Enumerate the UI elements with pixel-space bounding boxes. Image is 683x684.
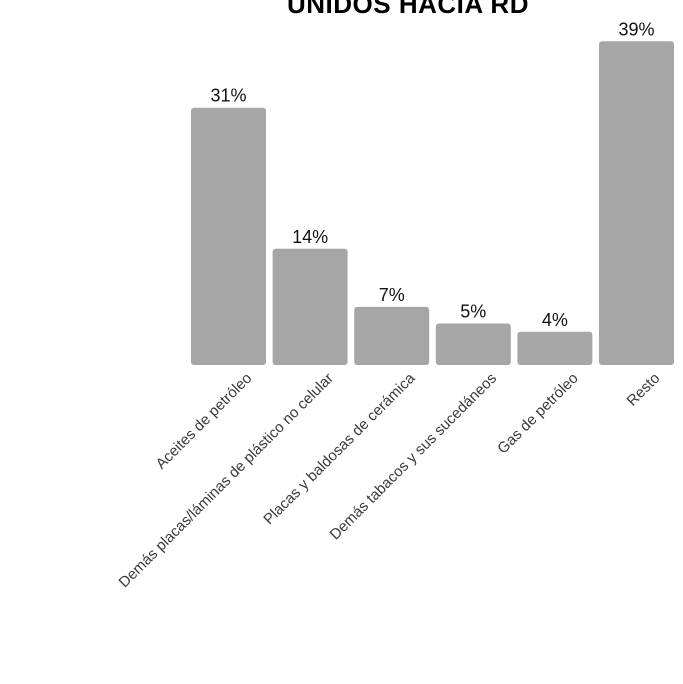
chart-title: UNIDOS HACIA RD (287, 0, 529, 19)
bars-layer (191, 41, 674, 366)
value-label-1: 31% (210, 86, 246, 106)
value-label-3: 7% (379, 285, 405, 305)
bar-1 (191, 107, 266, 365)
category-label-4: Demás tabacos y sus sucedáneos (327, 370, 501, 544)
value-label-6: 39% (618, 19, 654, 39)
value-label-5: 4% (542, 310, 568, 330)
bar-2 (272, 248, 348, 365)
value-label-2: 14% (292, 227, 328, 247)
bar-4 (435, 323, 511, 365)
category-label-6: Resto (624, 370, 664, 410)
category-label-3: Placas y baldosas de cerámica (260, 369, 419, 528)
bar-3 (354, 306, 430, 365)
value-label-4: 5% (460, 302, 486, 322)
category-label-5: Gas de petróleo (494, 370, 582, 458)
value-labels-layer: 31% 14% 7% 5% 4% 39% (210, 19, 654, 330)
bar-5 (517, 331, 593, 365)
bar-6 (599, 41, 674, 366)
